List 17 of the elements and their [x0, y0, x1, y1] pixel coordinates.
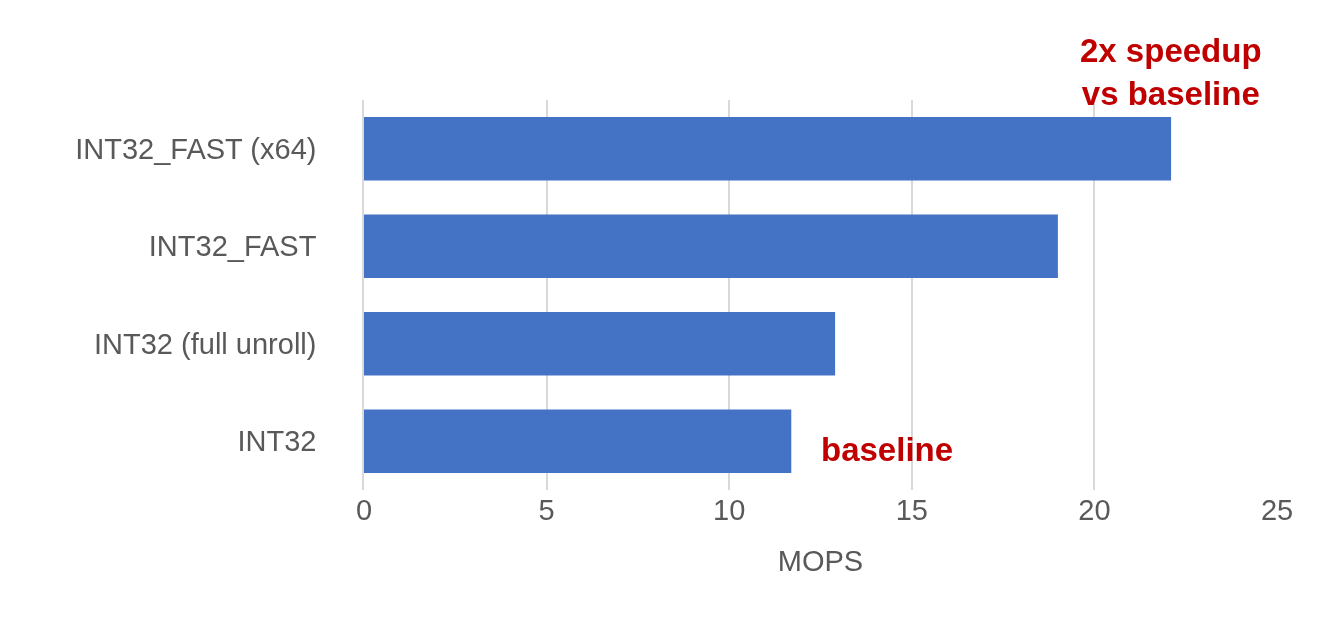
bar — [364, 409, 792, 473]
x-tick-label: 20 — [1078, 494, 1111, 526]
x-axis-title: MOPS — [777, 544, 864, 577]
bar — [364, 214, 1058, 278]
annotation: baseline — [821, 431, 954, 468]
annotation: 2x speedup vs baseline — [1080, 32, 1262, 112]
y-tick-label: INT32_FAST — [148, 230, 317, 263]
x-tick-label: 10 — [713, 494, 746, 526]
y-tick-label: INT32 (full unroll) — [94, 327, 317, 360]
y-tick-label: INT32 — [237, 425, 317, 458]
y-tick-label: INT32_FAST (x64) — [75, 132, 317, 165]
x-tick-label: 0 — [355, 494, 373, 526]
bar — [364, 312, 836, 376]
x-tick-label: 25 — [1260, 494, 1294, 526]
bar — [364, 117, 1172, 181]
x-tick-label: 15 — [895, 494, 928, 526]
x-tick-label: 5 — [538, 494, 555, 526]
